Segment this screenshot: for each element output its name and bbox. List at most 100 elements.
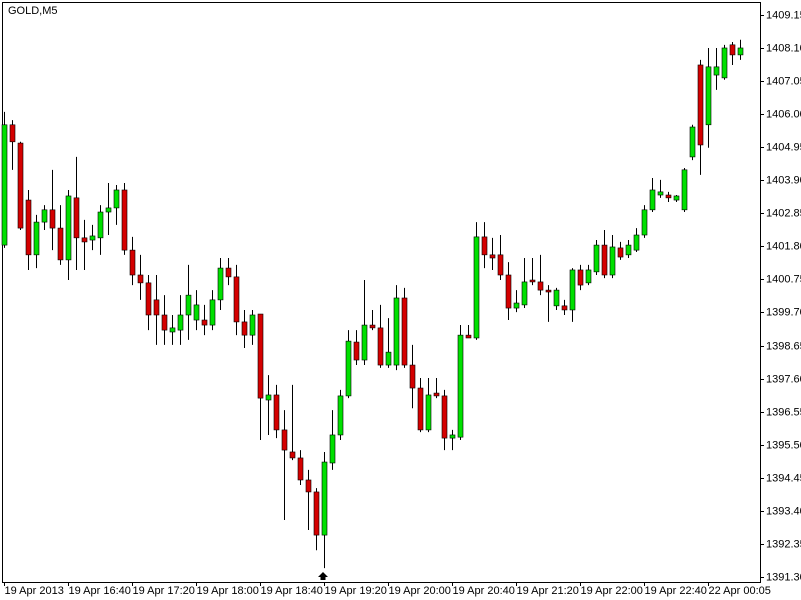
candle-body: [697, 64, 704, 146]
x-tick-label: 19 Apr 20:40: [453, 585, 515, 597]
candle-body: [249, 314, 256, 336]
arrow-marker: [318, 572, 328, 580]
candle-body: [41, 209, 48, 223]
x-tick-label: 19 Apr 19:20: [325, 585, 387, 597]
candle-body: [457, 334, 464, 438]
y-tick-label: 1402.85: [766, 207, 801, 219]
candle-body: [737, 47, 744, 56]
candle-body: [105, 207, 112, 213]
y-tick-label: 1408.10: [766, 42, 801, 54]
candle-body: [681, 169, 688, 211]
candle-body: [713, 66, 720, 76]
y-tick-label: 1409.15: [766, 9, 801, 21]
candle-body: [385, 351, 392, 366]
candle-body: [241, 321, 248, 336]
chart-title: GOLD,M5: [8, 5, 58, 17]
candle-body: [177, 314, 184, 331]
y-tick-label: 1391.30: [766, 571, 801, 583]
candle-body: [473, 236, 480, 339]
candle-body: [409, 364, 416, 389]
candle-body: [625, 244, 632, 256]
y-tick-label: 1393.40: [766, 505, 801, 517]
plot-frame: [2, 2, 761, 583]
candle-body: [689, 126, 696, 158]
candle-body: [257, 313, 264, 399]
candle-body: [705, 66, 712, 126]
candle-body: [233, 276, 240, 323]
candle-body: [329, 434, 336, 464]
candle-body: [529, 279, 536, 283]
candle-body: [81, 237, 88, 243]
candle-body: [521, 281, 528, 306]
candle-body: [417, 387, 424, 431]
candle-body: [593, 244, 600, 273]
candle-body: [321, 461, 328, 536]
candle-body: [281, 429, 288, 451]
candle-body: [297, 457, 304, 481]
candle-body: [497, 254, 504, 276]
candle-body: [489, 254, 496, 259]
candle-body: [289, 451, 296, 459]
y-tick-label: 1407.05: [766, 75, 801, 87]
candle-body: [193, 304, 200, 321]
candle-body: [49, 209, 56, 229]
candle-body: [617, 247, 624, 258]
candle-body: [585, 269, 592, 284]
candle-body: [721, 47, 728, 79]
y-tick-label: 1397.60: [766, 373, 801, 385]
candle-body: [361, 324, 368, 361]
candle-body: [113, 189, 120, 209]
x-tick-label: 19 Apr 21:20: [517, 585, 579, 597]
candle-body: [577, 269, 584, 286]
candle-body: [169, 327, 176, 333]
candle-body: [305, 479, 312, 493]
candle-body: [449, 434, 456, 439]
candle-body: [185, 294, 192, 316]
candle-body: [25, 199, 32, 256]
y-tick-label: 1400.75: [766, 273, 801, 285]
y-tick-label: 1396.55: [766, 406, 801, 418]
candle-body: [633, 234, 640, 251]
candle-body: [57, 227, 64, 261]
candle-body: [465, 334, 472, 339]
candle-body: [369, 324, 376, 329]
candle-body: [97, 211, 104, 239]
candle-body: [337, 395, 344, 436]
candle-body: [433, 392, 440, 397]
y-tick-label: 1395.50: [766, 439, 801, 451]
candle-body: [553, 289, 560, 307]
candle-body: [505, 274, 512, 309]
candle-body: [265, 394, 272, 401]
candle-body: [537, 281, 544, 291]
candle-body: [217, 267, 224, 301]
candle-body: [513, 302, 520, 309]
candle-body: [161, 314, 168, 331]
candle-body: [313, 491, 320, 536]
candle-body: [201, 319, 208, 326]
candle-body: [65, 195, 72, 261]
candle-body: [401, 297, 408, 366]
candle-body: [89, 235, 96, 241]
candle-body: [129, 249, 136, 276]
y-tick-label: 1406.00: [766, 108, 801, 120]
x-tick-label: 19 Apr 18:40: [261, 585, 323, 597]
candle-body: [121, 189, 128, 251]
y-tick-label: 1392.35: [766, 538, 801, 550]
candle-body: [137, 274, 144, 284]
y-tick-label: 1404.95: [766, 141, 801, 153]
candle-body: [145, 282, 152, 316]
candle-body: [665, 194, 672, 199]
candle-body: [425, 394, 432, 431]
candle-body: [569, 269, 576, 311]
y-tick-label: 1403.90: [766, 174, 801, 186]
candle-body: [657, 191, 664, 196]
x-tick-label: 22 Apr 00:05: [709, 585, 771, 597]
x-tick-label: 19 Apr 17:20: [133, 585, 195, 597]
y-tick-label: 1398.65: [766, 340, 801, 352]
candle-body: [1, 124, 8, 246]
candle-body: [225, 267, 232, 278]
candle-body: [17, 142, 24, 229]
candle-body: [545, 289, 552, 293]
candle-body: [441, 395, 448, 439]
